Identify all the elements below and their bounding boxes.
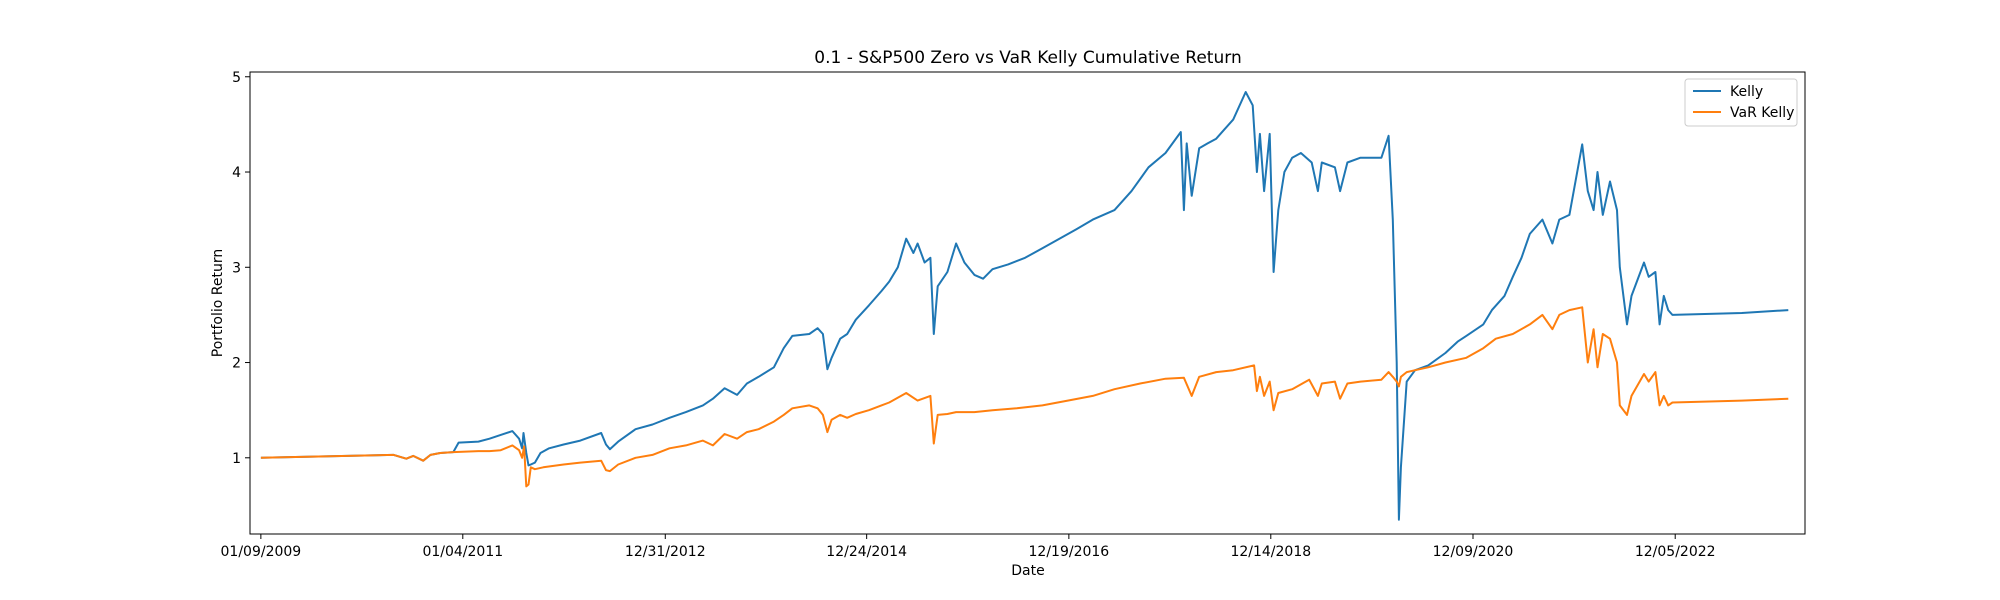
x-tick-label: 12/24/2014: [826, 544, 907, 560]
x-tick-label: 12/14/2018: [1230, 544, 1311, 560]
y-tick-label: 5: [232, 70, 241, 86]
x-axis-label: Date: [1011, 563, 1044, 579]
y-tick-label: 2: [232, 356, 241, 372]
plot-area: [260, 91, 1789, 521]
x-tick-label: 12/05/2022: [1635, 544, 1716, 560]
x-tick-label: 12/31/2012: [625, 544, 706, 560]
y-tick-label: 4: [232, 165, 241, 181]
series-layer: [260, 91, 1789, 521]
x-tick-label: 12/19/2016: [1029, 544, 1110, 560]
legend-label: VaR Kelly: [1730, 105, 1794, 121]
y-axis: 1 2 3 4 5: [232, 70, 250, 467]
y-tick-label: 1: [232, 451, 241, 467]
y-axis-label: Portfolio Return: [210, 249, 226, 358]
plot-frame: [249, 71, 1806, 535]
legend-label: Kelly: [1730, 84, 1763, 100]
x-tick-label: 01/04/2011: [422, 544, 503, 560]
chart-title: 0.1 - S&P500 Zero vs VaR Kelly Cumulativ…: [814, 48, 1241, 68]
series-line-var-kelly: [260, 306, 1789, 488]
series-line-kelly: [260, 91, 1789, 521]
legend: Kelly VaR Kelly: [1684, 78, 1798, 127]
x-axis: 01/09/2009 01/04/2011 12/31/2012 12/24/2014…: [221, 534, 1716, 560]
x-tick-label: 12/09/2020: [1433, 544, 1514, 560]
x-tick-label: 01/09/2009: [221, 544, 302, 560]
y-tick-label: 3: [232, 260, 241, 276]
